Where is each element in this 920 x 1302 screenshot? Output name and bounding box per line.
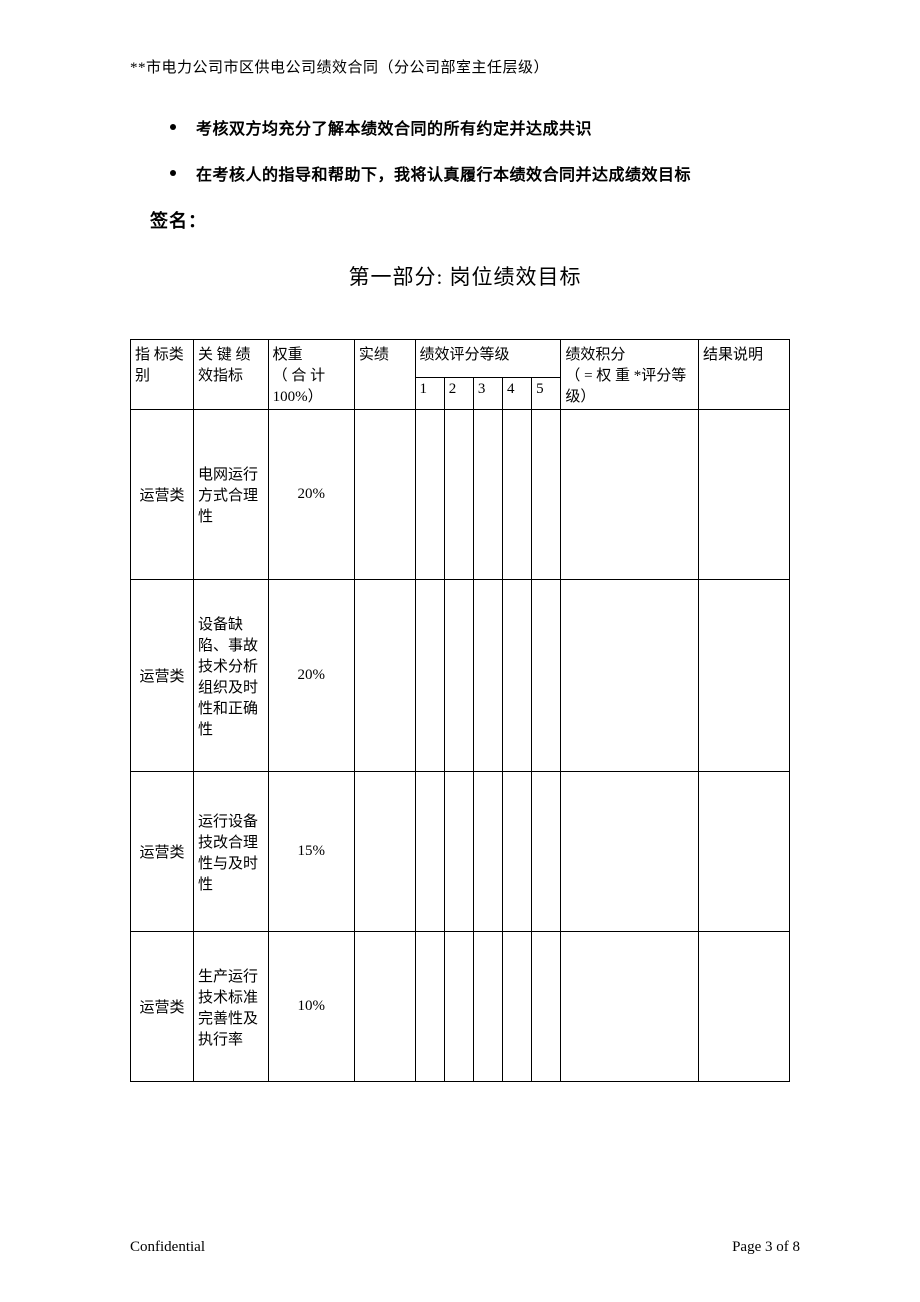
cell-weight: 20%	[268, 410, 354, 580]
header-category: 指 标类别	[131, 340, 194, 410]
cell-kpi: 运行设备技改合理性与及时性	[193, 772, 268, 932]
bullet-list: 考核双方均充分了解本绩效合同的所有约定并达成共识 在考核人的指导和帮助下，我将认…	[170, 115, 800, 185]
cell-weight: 15%	[268, 772, 354, 932]
table-header-row: 指 标类别 关 键 绩效指标 权重 （ 合 计100%） 实绩 绩效评分等级 绩…	[131, 340, 790, 378]
performance-table: 指 标类别 关 键 绩效指标 权重 （ 合 计100%） 实绩 绩效评分等级 绩…	[130, 339, 790, 1082]
header-result: 结果说明	[698, 340, 789, 410]
signature-label: 签名：	[150, 207, 800, 233]
section-title: 第一部分: 岗位绩效目标	[130, 261, 800, 291]
cell-kpi: 设备缺陷、事故技术分析组织及时性和正确性	[193, 580, 268, 772]
table-row: 运营类 电网运行方式合理性 20%	[131, 410, 790, 580]
footer-confidential: Confidential	[130, 1239, 205, 1256]
header-weight-line1: 权重	[273, 347, 303, 363]
cell-result	[698, 772, 789, 932]
cell-r1	[415, 580, 444, 772]
bullet-icon	[170, 124, 176, 130]
cell-r3	[473, 772, 502, 932]
header-score-line2: （ = 权 重 *评分等级）	[565, 368, 686, 405]
cell-result	[698, 410, 789, 580]
bullet-text: 考核双方均充分了解本绩效合同的所有约定并达成共识	[196, 115, 592, 139]
bullet-item: 考核双方均充分了解本绩效合同的所有约定并达成共识	[170, 115, 800, 139]
cell-category: 运营类	[131, 772, 194, 932]
header-kpi: 关 键 绩效指标	[193, 340, 268, 410]
cell-r5	[532, 580, 561, 772]
cell-r2	[444, 580, 473, 772]
bullet-text: 在考核人的指导和帮助下，我将认真履行本绩效合同并达成绩效目标	[196, 161, 691, 185]
table-row: 运营类 生产运行技术标准完善性及执行率 10%	[131, 932, 790, 1082]
cell-r4	[503, 932, 532, 1082]
cell-r3	[473, 410, 502, 580]
page-footer: Confidential Page 3 of 8	[130, 1239, 800, 1256]
cell-r2	[444, 772, 473, 932]
cell-r2	[444, 410, 473, 580]
header-actual: 实绩	[354, 340, 415, 410]
cell-actual	[354, 772, 415, 932]
cell-r1	[415, 932, 444, 1082]
header-r5: 5	[532, 377, 561, 409]
cell-score	[561, 772, 699, 932]
table-row: 运营类 运行设备技改合理性与及时性 15%	[131, 772, 790, 932]
table-row: 运营类 设备缺陷、事故技术分析组织及时性和正确性 20%	[131, 580, 790, 772]
header-score-line1: 绩效积分	[565, 347, 625, 363]
cell-r5	[532, 410, 561, 580]
cell-category: 运营类	[131, 932, 194, 1082]
cell-r4	[503, 772, 532, 932]
cell-r5	[532, 932, 561, 1082]
cell-category: 运营类	[131, 410, 194, 580]
cell-weight: 20%	[268, 580, 354, 772]
header-score: 绩效积分 （ = 权 重 *评分等级）	[561, 340, 699, 410]
cell-r4	[503, 410, 532, 580]
header-r2: 2	[444, 377, 473, 409]
bullet-icon	[170, 170, 176, 176]
header-r3: 3	[473, 377, 502, 409]
cell-result	[698, 932, 789, 1082]
cell-r3	[473, 932, 502, 1082]
document-header: **市电力公司市区供电公司绩效合同（分公司部室主任层级）	[130, 56, 800, 77]
header-weight: 权重 （ 合 计100%）	[268, 340, 354, 410]
cell-score	[561, 580, 699, 772]
header-rating: 绩效评分等级	[415, 340, 561, 378]
cell-score	[561, 410, 699, 580]
cell-actual	[354, 932, 415, 1082]
cell-r1	[415, 410, 444, 580]
cell-r3	[473, 580, 502, 772]
header-r1: 1	[415, 377, 444, 409]
header-r4: 4	[503, 377, 532, 409]
cell-r2	[444, 932, 473, 1082]
cell-kpi: 生产运行技术标准完善性及执行率	[193, 932, 268, 1082]
cell-category: 运营类	[131, 580, 194, 772]
cell-weight: 10%	[268, 932, 354, 1082]
cell-r1	[415, 772, 444, 932]
cell-kpi: 电网运行方式合理性	[193, 410, 268, 580]
bullet-item: 在考核人的指导和帮助下，我将认真履行本绩效合同并达成绩效目标	[170, 161, 800, 185]
cell-score	[561, 932, 699, 1082]
cell-r5	[532, 772, 561, 932]
cell-actual	[354, 410, 415, 580]
header-weight-line2: （ 合 计100%）	[273, 368, 326, 405]
cell-r4	[503, 580, 532, 772]
footer-page-number: Page 3 of 8	[732, 1239, 800, 1256]
cell-result	[698, 580, 789, 772]
cell-actual	[354, 580, 415, 772]
